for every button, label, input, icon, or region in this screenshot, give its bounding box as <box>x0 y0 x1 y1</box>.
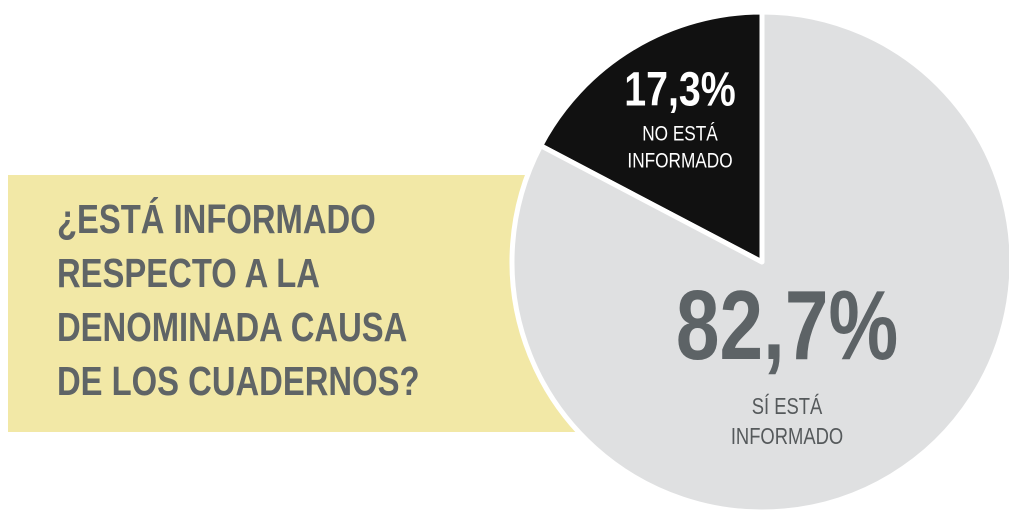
category-label: INFORMADO <box>627 150 732 173</box>
value-label: 82,7% <box>676 271 898 380</box>
title-line: DENOMINADA CAUSA <box>57 303 407 349</box>
value-label: 17,3% <box>624 63 736 117</box>
category-label: SÍ ESTÁ <box>752 394 823 419</box>
title-line: RESPECTO A LA <box>57 249 320 295</box>
title-line: DE LOS CUADERNOS? <box>57 357 419 403</box>
pie-slice <box>538 9 765 265</box>
title-band <box>8 175 600 432</box>
category-label: NO ESTÁ <box>642 123 718 146</box>
category-label: INFORMADO <box>731 424 843 449</box>
title-line: ¿ESTÁ INFORMADO <box>57 195 376 241</box>
pie-slice <box>509 9 1009 515</box>
